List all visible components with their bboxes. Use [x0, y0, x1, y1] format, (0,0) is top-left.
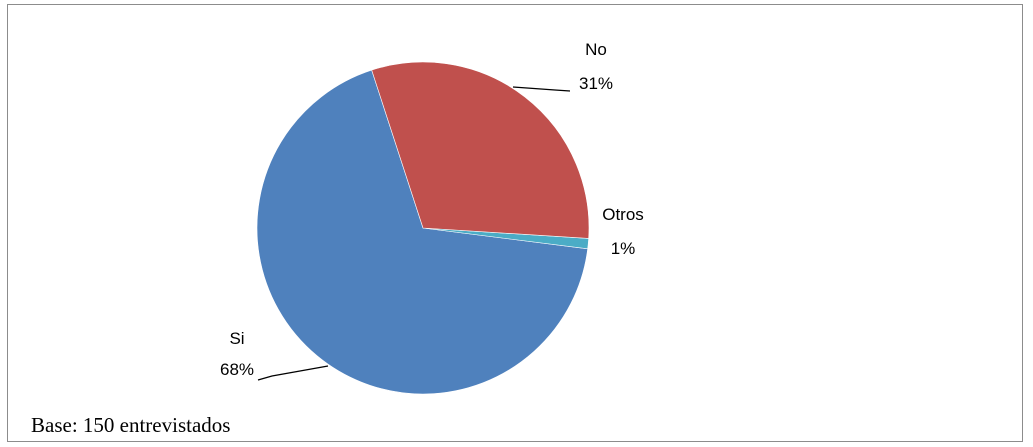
slice-percent-no: 31% — [579, 74, 613, 93]
slice-no — [371, 61, 590, 239]
slice-percent-otros: 1% — [611, 239, 636, 258]
slice-label-otros: Otros — [602, 205, 644, 224]
leader-line-si — [257, 365, 329, 381]
slice-label-no: No — [585, 40, 607, 59]
leader-lines — [257, 86, 571, 381]
slice-label-si: Si — [229, 329, 244, 348]
pie-slices — [256, 61, 590, 395]
slice-percent-si: 68% — [220, 360, 254, 379]
footnote: Base: 150 entrevistados — [31, 413, 231, 437]
leader-line-no — [512, 86, 571, 92]
slice-labels: Si 68% No 31% Otros 1% — [220, 40, 644, 379]
slice-si — [256, 69, 589, 395]
